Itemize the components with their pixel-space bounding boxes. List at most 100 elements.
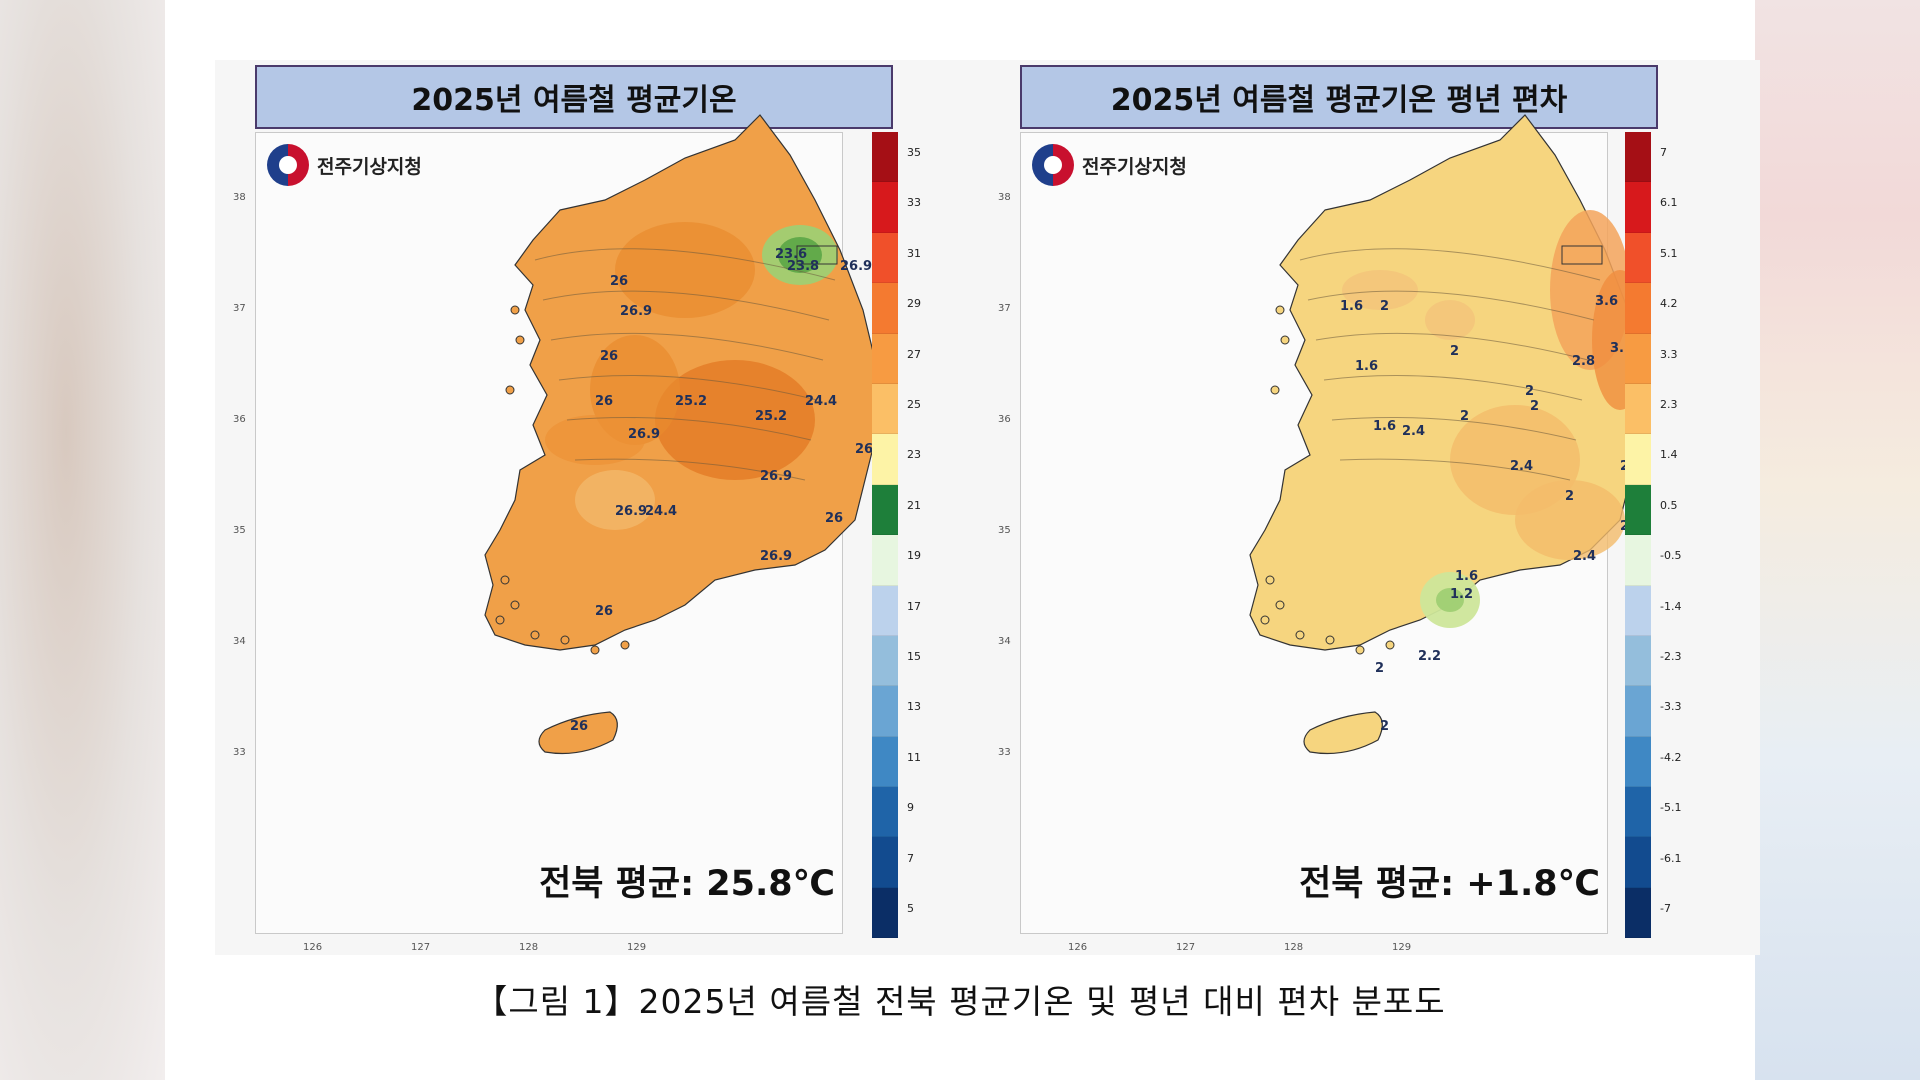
contour-label: 2: [1375, 661, 1384, 676]
contour-label: 26.9: [628, 427, 660, 442]
government-emblem-icon: [1032, 144, 1074, 186]
contour-label: 26.9: [840, 259, 872, 274]
legend-swatch: [872, 837, 898, 888]
legend-swatch: [872, 736, 898, 788]
contour-label: 2: [1525, 384, 1534, 399]
x-tick-label: 128: [1284, 942, 1303, 953]
y-tick-label: 35: [998, 525, 1011, 536]
agency-name: 전주기상지청: [317, 155, 422, 178]
small-island: [620, 640, 630, 650]
y-tick-label: 36: [998, 414, 1011, 425]
legend-swatch: [872, 484, 898, 536]
legend-value: -0.5: [1660, 549, 1682, 563]
legend-swatch: [872, 434, 898, 485]
temperature-zone: [1436, 588, 1464, 612]
legend-swatch: [872, 333, 898, 384]
legend-value: 29: [907, 297, 921, 311]
legend-value: 21: [907, 498, 921, 512]
legend-swatch: [1625, 787, 1651, 838]
inset-box: [1561, 245, 1603, 265]
legend-swatch: [1625, 484, 1651, 536]
peninsula-landmass: [1249, 114, 1646, 651]
small-island: [1275, 305, 1285, 315]
x-tick-label: 126: [1068, 942, 1087, 953]
contour-label: 26: [600, 349, 618, 364]
small-island: [530, 630, 540, 640]
legend-value: 25: [907, 398, 921, 411]
temperature-zone: [1342, 270, 1418, 310]
agency-name: 전주기상지청: [1082, 155, 1187, 178]
legend-swatch: [1625, 686, 1651, 737]
contour-label: 2.2: [1418, 649, 1441, 664]
small-island: [1325, 635, 1335, 645]
small-island: [510, 600, 520, 610]
small-island: [560, 635, 570, 645]
legend-value: 23: [907, 448, 921, 462]
agency-logo: 전주기상지청: [267, 144, 422, 186]
legend-value: -3.3: [1660, 700, 1682, 714]
legend-swatch: [1625, 535, 1651, 586]
y-tick-label: 33: [233, 747, 246, 758]
contour-label: 2: [1620, 459, 1629, 474]
jeju-island: [1303, 711, 1383, 755]
contour-line: [534, 248, 836, 281]
legend-value: 0.5: [1660, 498, 1678, 512]
legend-value: 4.2: [1660, 297, 1678, 311]
legend-value: 31: [907, 246, 921, 260]
legend-swatch: [872, 887, 898, 939]
contour-label: 2: [1565, 489, 1574, 504]
x-tick-label: 129: [627, 942, 646, 953]
contour-label: 26.9: [760, 549, 792, 564]
y-tick-label: 38: [233, 192, 246, 203]
contour-label: 26.9: [760, 469, 792, 484]
legend-swatch: [872, 635, 898, 687]
legend-value: 17: [907, 599, 921, 613]
contour-label: 2: [1460, 409, 1469, 424]
legend-value: 7: [907, 851, 914, 865]
contour-line: [1339, 458, 1571, 481]
contour-label: 23.8: [787, 259, 819, 274]
contour-label: 1.6: [1373, 419, 1396, 434]
small-island: [1355, 645, 1365, 655]
x-tick-label: 127: [411, 942, 430, 953]
contour-line: [1315, 332, 1589, 361]
x-tick-label: 129: [1392, 942, 1411, 953]
temperature-zone: [1425, 300, 1475, 340]
x-tick-label: 127: [1176, 942, 1195, 953]
small-island: [1275, 600, 1285, 610]
legend-value: 33: [907, 196, 921, 210]
legend-value: 13: [907, 700, 921, 714]
korea-map-right: 1.6221.621.62.423.63.22.822.422.42.421.6…: [998, 114, 1648, 953]
y-tick-label: 37: [233, 303, 246, 314]
legend-swatch: [872, 283, 898, 334]
map-panel-average-temperature: 2025년 여름철 평균기온 전주기상지청 23.6 23.8 26.9 26 26.9…: [215, 60, 995, 955]
map-title: 2025년 여름철 평균기온: [255, 65, 893, 129]
contour-label: 1.6: [1340, 299, 1363, 314]
y-tick-label: 34: [233, 636, 246, 647]
contour-label: 26.9: [615, 504, 647, 519]
contour-label: 2: [1380, 299, 1389, 314]
jeju-island: [538, 711, 618, 755]
temperature-zone: [615, 222, 755, 318]
legend-value: 7: [1660, 146, 1667, 159]
small-island: [500, 575, 510, 585]
background-blur-left: [0, 0, 165, 1080]
small-island: [1260, 615, 1270, 625]
legend-value: -5.1: [1660, 801, 1682, 815]
legend-swatch: [1625, 736, 1651, 788]
background-blur-right: [1752, 0, 1920, 1080]
contour-label: 3.6: [1595, 294, 1618, 309]
y-tick-label: 36: [233, 414, 246, 425]
contour-label: 2.8: [1572, 354, 1595, 369]
legend-value: -4.2: [1660, 750, 1682, 764]
legend-swatch: [872, 585, 898, 636]
legend-swatch: [1625, 837, 1651, 888]
small-island: [515, 335, 525, 345]
temperature-zone: [575, 470, 655, 530]
contour-label: 2.4: [1573, 549, 1596, 564]
x-tick-label: 128: [519, 942, 538, 953]
contour-label: 24.4: [805, 394, 837, 409]
legend-swatch: [1625, 887, 1651, 939]
contour-label: 2.4: [1510, 459, 1533, 474]
legend-value: 15: [907, 650, 921, 663]
